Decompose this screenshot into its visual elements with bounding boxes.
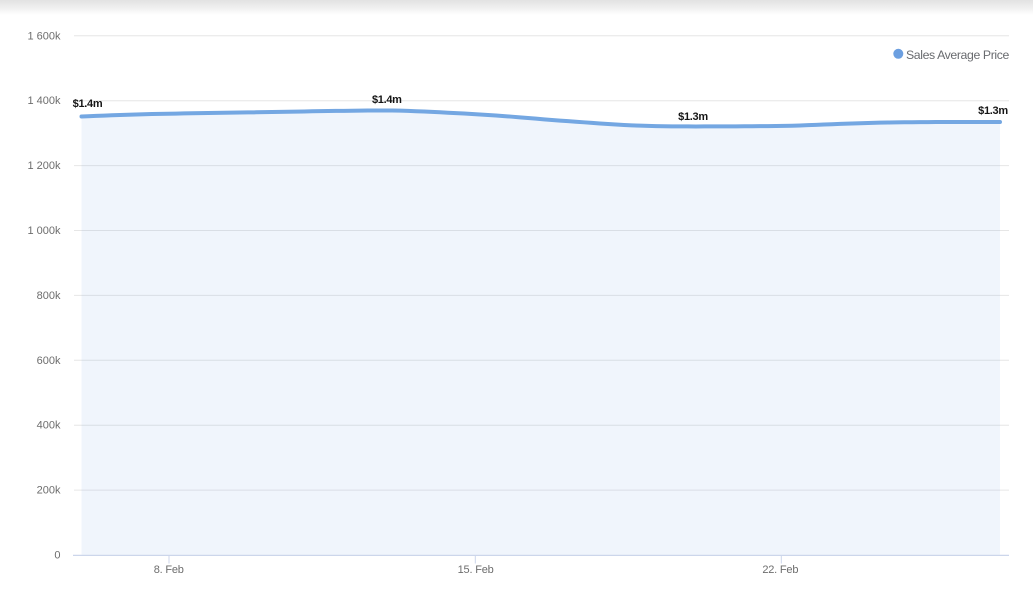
svg-text:400k: 400k — [37, 420, 61, 432]
svg-text:1 000k: 1 000k — [27, 225, 61, 237]
svg-text:15. Feb: 15. Feb — [458, 564, 494, 576]
svg-text:$1.3m: $1.3m — [678, 111, 708, 123]
svg-text:1 200k: 1 200k — [27, 160, 61, 172]
svg-text:800k: 800k — [37, 290, 61, 302]
svg-text:8. Feb: 8. Feb — [154, 564, 184, 576]
svg-text:Sales Average Price: Sales Average Price — [906, 48, 1009, 62]
svg-text:1 600k: 1 600k — [27, 30, 61, 42]
svg-text:0: 0 — [54, 550, 60, 562]
svg-text:$1.4m: $1.4m — [73, 98, 103, 110]
svg-text:$1.4m: $1.4m — [372, 94, 402, 106]
svg-text:$1.3m: $1.3m — [978, 105, 1008, 117]
svg-text:1 400k: 1 400k — [27, 95, 61, 107]
svg-text:22. Feb: 22. Feb — [762, 564, 798, 576]
svg-text:200k: 200k — [37, 485, 61, 497]
svg-text:600k: 600k — [37, 355, 61, 367]
